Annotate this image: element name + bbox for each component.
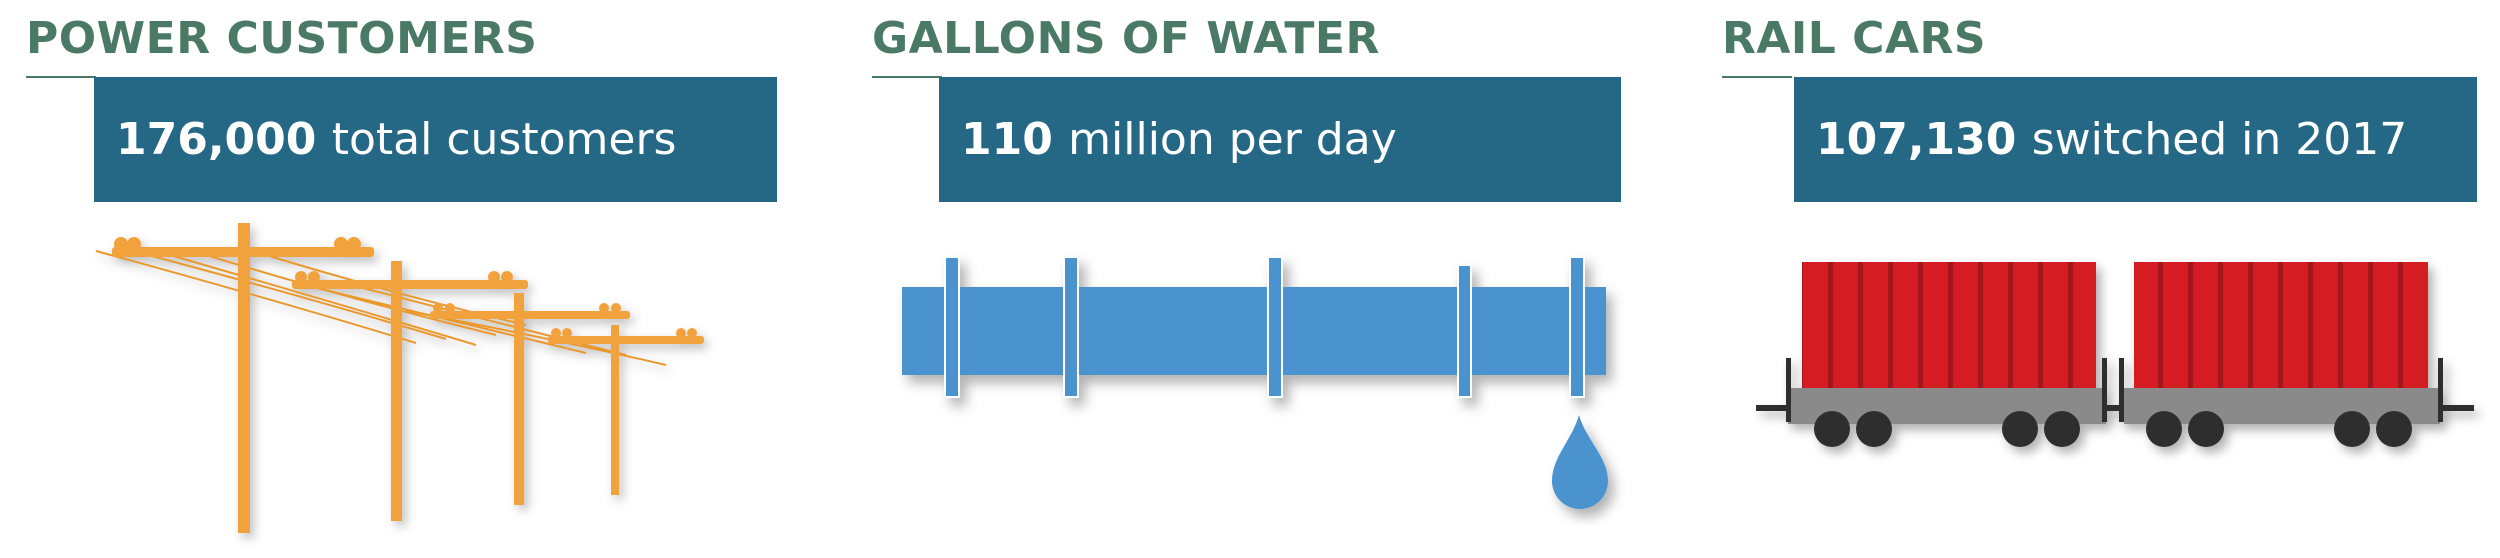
power-stat-banner: 176,000 total customers	[94, 77, 777, 202]
stat-text: switched in 2017	[2031, 114, 2408, 165]
water-stat-banner: 110 million per day	[939, 77, 1621, 202]
rail-cars-icon	[1756, 262, 2474, 447]
stat-text: total customers	[331, 114, 677, 165]
title-underline	[872, 76, 942, 78]
stat-text: million per day	[1068, 114, 1397, 165]
rail-title: RAIL CARS	[1722, 13, 1987, 64]
rail-stat-banner: 107,130 switched in 2017	[1794, 77, 2477, 202]
power-panel: POWER CUSTOMERS 176,000 total customers	[26, 0, 786, 558]
water-title: GALLONS OF WATER	[872, 13, 1380, 64]
water-pipe-icon	[902, 256, 1608, 509]
rail-panel: RAIL CARS 107,130 switched in 2017	[1722, 0, 2500, 558]
title-underline	[1722, 76, 1792, 78]
stat-value: 107,130	[1816, 114, 2032, 165]
power-lines-icon	[95, 223, 704, 533]
stat-value: 110	[961, 114, 1069, 165]
stat-value: 176,000	[116, 114, 332, 165]
water-panel: GALLONS OF WATER 110 million per day	[872, 0, 1632, 558]
title-underline	[26, 76, 96, 78]
power-title: POWER CUSTOMERS	[26, 13, 538, 64]
